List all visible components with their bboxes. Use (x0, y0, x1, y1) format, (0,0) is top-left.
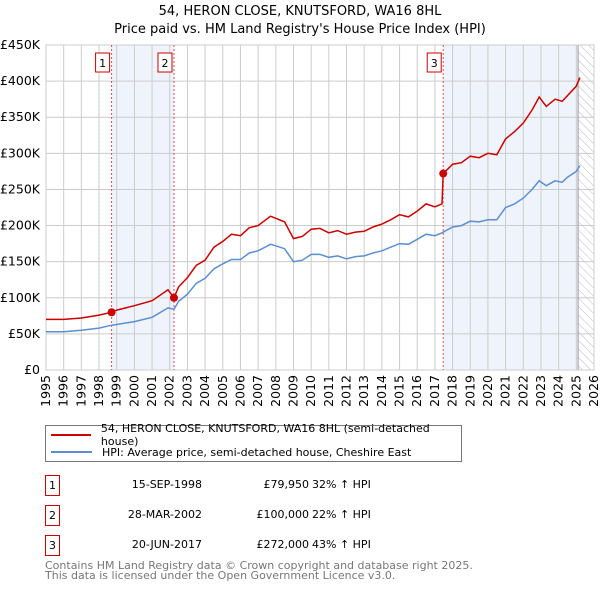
x-tick-label: 2012 (339, 375, 354, 407)
sale-label-number: 3 (431, 57, 438, 70)
legend-item-hpi: HPI: Average price, semi-detached house,… (46, 444, 411, 460)
y-tick-label: £250K (0, 181, 41, 196)
sale-date: 28-MAR-2002 (127, 508, 202, 521)
y-tick-label: £300K (0, 145, 41, 160)
x-tick-label: 2023 (533, 375, 548, 407)
sale-row: 2 28-MAR-2002 £100,000 22% ↑ HPI (45, 505, 445, 526)
price-chart: 54, HERON CLOSE, KNUTSFORD, WA16 8HL Pri… (0, 4, 600, 407)
x-tick-label: 2021 (498, 375, 513, 407)
x-tick-label: 2020 (480, 375, 495, 407)
sale-row: 3 20-JUN-2017 £272,000 43% ↑ HPI (45, 535, 445, 556)
legend-swatch-hpi (51, 451, 92, 453)
x-tick-label: 1998 (91, 375, 106, 407)
legend: 54, HERON CLOSE, KNUTSFORD, WA16 8HL (se… (45, 422, 462, 462)
x-tick-label: 2022 (515, 375, 530, 407)
sale-hpi-diff: 43% ↑ HPI (312, 538, 371, 551)
x-tick-label: 2025 (568, 375, 583, 407)
sale-label-box (426, 52, 442, 73)
sale-point (107, 308, 116, 317)
legend-swatch-property (51, 434, 91, 436)
sale-label-number: 2 (161, 57, 168, 70)
series-line-property (46, 77, 581, 321)
sale-price: £272,000 (256, 538, 310, 551)
x-tick-label: 2005 (215, 375, 230, 407)
x-tick-label: 2017 (427, 375, 442, 407)
sale-point (439, 169, 448, 178)
sale-label-box (157, 52, 173, 73)
x-tick-label: 2001 (144, 375, 159, 407)
legend-label-hpi: HPI: Average price, semi-detached house,… (102, 445, 412, 459)
x-tick-label: 2011 (321, 375, 336, 407)
x-tick-label: 2016 (409, 375, 424, 407)
x-tick-label: 2019 (462, 375, 477, 407)
x-tick-label: 1996 (56, 375, 71, 407)
sale-period-shade (111, 45, 174, 370)
sale-label-number: 1 (99, 57, 106, 70)
x-tick-label: 2006 (232, 375, 247, 407)
footer-licence: This data is licensed under the Open Gov… (45, 569, 396, 582)
sale-period-shade (443, 45, 579, 370)
sale-price: £79,950 (263, 478, 310, 491)
chart-subtitle: Price paid vs. HM Land Registry's House … (114, 22, 486, 37)
sale-price: £100,000 (256, 508, 310, 521)
sale-marker-badge: 3 (45, 535, 60, 556)
x-tick-label: 2014 (374, 375, 389, 407)
x-tick-label: 1997 (73, 375, 88, 407)
sale-point (169, 293, 178, 302)
x-tick-label: 2015 (392, 375, 407, 407)
sale-label-box (95, 52, 111, 73)
series-line-hpi (46, 165, 581, 333)
y-tick-label: £350K (0, 109, 41, 124)
x-tick-label: 2004 (197, 375, 212, 407)
sale-date: 15-SEP-1998 (131, 478, 202, 491)
legend-item-property: 54, HERON CLOSE, KNUTSFORD, WA16 8HL (se… (46, 422, 461, 448)
y-tick-label: £50K (8, 326, 41, 341)
x-tick-label: 2007 (250, 375, 265, 407)
footer-copyright: Contains HM Land Registry data © Crown c… (45, 559, 473, 572)
plot-border (45, 44, 595, 371)
y-tick-label: £150K (0, 254, 41, 269)
x-tick-label: 1999 (109, 375, 124, 407)
chart-title: 54, HERON CLOSE, KNUTSFORD, WA16 8HL (159, 4, 442, 19)
x-tick-label: 2013 (356, 375, 371, 407)
x-tick-label: 2024 (551, 375, 566, 407)
future-hatch (578, 45, 594, 370)
x-tick-label: 2018 (445, 375, 460, 407)
y-tick-label: £200K (0, 218, 41, 233)
sale-marker-badge: 2 (45, 505, 60, 526)
x-tick-label: 2010 (303, 375, 318, 407)
x-tick-label: 2000 (126, 375, 141, 407)
y-tick-label: £450K (0, 37, 41, 52)
y-tick-label: £100K (0, 290, 41, 305)
x-tick-label: 1995 (38, 375, 53, 407)
sale-date: 20-JUN-2017 (131, 538, 202, 551)
legend-label-property: 54, HERON CLOSE, KNUTSFORD, WA16 8HL (se… (100, 422, 430, 448)
y-tick-label: £400K (0, 73, 41, 88)
x-tick-label: 2026 (586, 375, 600, 407)
sale-hpi-diff: 32% ↑ HPI (312, 478, 371, 491)
y-tick-label: £0 (24, 362, 40, 377)
sale-hpi-diff: 22% ↑ HPI (312, 508, 371, 521)
x-tick-label: 2002 (162, 375, 177, 407)
sale-row: 1 15-SEP-1998 £79,950 32% ↑ HPI (45, 475, 445, 496)
x-tick-label: 2003 (179, 375, 194, 407)
sale-marker-badge: 1 (45, 475, 60, 496)
x-tick-label: 2008 (268, 375, 283, 407)
x-tick-label: 2009 (285, 375, 300, 407)
